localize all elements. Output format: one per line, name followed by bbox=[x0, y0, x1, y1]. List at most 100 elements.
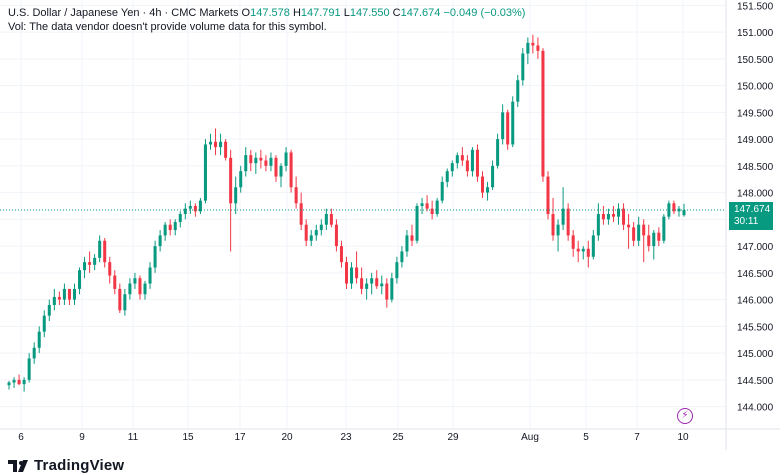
y-tick-label: 149.500 bbox=[737, 108, 774, 119]
candle-body bbox=[22, 379, 26, 385]
y-tick-label: 144.500 bbox=[737, 376, 774, 387]
candle-body bbox=[153, 246, 157, 268]
candle-body bbox=[460, 155, 464, 161]
candles bbox=[7, 34, 686, 392]
candle-body bbox=[591, 235, 595, 257]
y-tick-label: 146.500 bbox=[737, 269, 774, 280]
x-tick-label: Aug bbox=[521, 432, 539, 443]
candle-body bbox=[400, 251, 404, 263]
candle-body bbox=[284, 152, 288, 166]
candle-body bbox=[324, 214, 328, 225]
candle-body bbox=[596, 214, 600, 236]
y-tick-label: 146.000 bbox=[737, 296, 774, 307]
y-tick-label: 145.000 bbox=[737, 349, 774, 360]
x-tick-label: 11 bbox=[128, 432, 139, 443]
candle-body bbox=[224, 141, 228, 158]
candle-body bbox=[627, 224, 631, 228]
last-price-value: 147.674 bbox=[734, 204, 771, 216]
candle-body bbox=[78, 270, 82, 289]
candle-body bbox=[601, 214, 605, 220]
candle-body bbox=[219, 141, 223, 148]
candle-body bbox=[37, 331, 41, 348]
candle-body bbox=[178, 214, 182, 223]
candle-body bbox=[617, 208, 621, 217]
x-tick-label: 25 bbox=[392, 432, 404, 443]
candle-body bbox=[501, 112, 505, 140]
x-tick-label: 9 bbox=[79, 432, 85, 443]
candle-body bbox=[339, 246, 343, 263]
candle-body bbox=[198, 200, 202, 212]
candle-body bbox=[7, 382, 11, 386]
candle-body bbox=[365, 283, 369, 289]
candle-body bbox=[83, 262, 87, 271]
candle-body bbox=[214, 141, 218, 148]
candle-body bbox=[229, 157, 233, 204]
candle-body bbox=[319, 224, 323, 231]
tradingview-logo[interactable]: TradingView bbox=[8, 457, 124, 474]
candle-body bbox=[672, 203, 676, 212]
candle-body bbox=[304, 224, 308, 241]
candle-body bbox=[203, 144, 207, 201]
candle-body bbox=[611, 214, 615, 217]
candle-body bbox=[531, 42, 535, 46]
legend-ohlc-row: U.S. Dollar / Japanese Yen · 4h · CMC Ma… bbox=[8, 6, 525, 20]
candle-body bbox=[455, 155, 459, 164]
close-label: C bbox=[392, 7, 401, 19]
candle-body bbox=[12, 379, 16, 383]
candle-body bbox=[682, 210, 686, 216]
open-label: O bbox=[241, 7, 251, 19]
candle-body bbox=[662, 216, 666, 241]
candle-body bbox=[52, 296, 56, 305]
candle-body bbox=[108, 262, 112, 276]
symbol-name[interactable]: U.S. Dollar / Japanese Yen · 4h · CMC Ma… bbox=[8, 7, 239, 19]
candle-body bbox=[390, 278, 394, 300]
y-tick-label: 149.000 bbox=[737, 135, 774, 146]
candle-body bbox=[546, 176, 550, 214]
candle-body bbox=[647, 235, 651, 247]
open-value: 147.578 bbox=[250, 7, 290, 19]
candle-body bbox=[405, 235, 409, 252]
candle-body bbox=[188, 205, 192, 209]
candle-body bbox=[163, 224, 167, 236]
candle-body bbox=[491, 165, 495, 188]
candle-body bbox=[57, 296, 61, 300]
y-tick-label: 150.500 bbox=[737, 55, 774, 66]
candle-body bbox=[309, 235, 313, 241]
candle-body bbox=[395, 262, 399, 279]
candle-body bbox=[279, 165, 283, 177]
candle-body bbox=[360, 278, 364, 289]
candle-body bbox=[652, 232, 656, 247]
candle-body bbox=[415, 205, 419, 241]
candle-body bbox=[128, 283, 132, 295]
candle-body bbox=[566, 208, 570, 236]
candle-body bbox=[561, 208, 565, 225]
x-tick-label: 5 bbox=[583, 432, 589, 443]
change-value: −0.049 (−0.03%) bbox=[443, 7, 526, 19]
candle-body bbox=[506, 112, 510, 145]
candle-body bbox=[158, 235, 162, 247]
candle-body bbox=[486, 187, 490, 193]
candle-body bbox=[67, 288, 71, 300]
lightning-icon[interactable]: ⚡ bbox=[677, 408, 693, 424]
candle-body bbox=[541, 50, 545, 177]
candle-body bbox=[445, 171, 449, 182]
candle-body bbox=[299, 203, 303, 225]
candle-body bbox=[657, 232, 661, 241]
high-value: 147.791 bbox=[300, 7, 341, 19]
candle-body bbox=[556, 224, 560, 236]
candle-body bbox=[571, 235, 575, 249]
candle-body bbox=[98, 240, 102, 258]
y-tick-label: 151.500 bbox=[737, 1, 774, 12]
tradingview-logo-icon bbox=[8, 459, 28, 472]
candle-body bbox=[465, 160, 469, 172]
candle-body bbox=[350, 267, 354, 284]
high-label: H bbox=[292, 7, 301, 19]
candle-body bbox=[208, 141, 213, 145]
candle-body bbox=[475, 149, 479, 177]
x-tick-label: 29 bbox=[447, 432, 459, 443]
candle-body bbox=[32, 347, 36, 359]
candle-body bbox=[72, 288, 76, 300]
bar-countdown: 30:11 bbox=[734, 216, 759, 228]
